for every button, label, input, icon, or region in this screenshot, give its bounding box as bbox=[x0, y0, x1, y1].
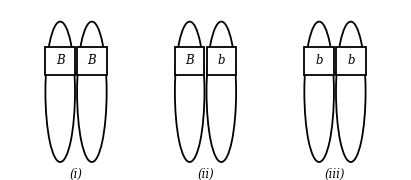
Text: B: B bbox=[88, 54, 96, 68]
Bar bbox=[336, 47, 365, 75]
Bar bbox=[175, 47, 205, 75]
Ellipse shape bbox=[45, 22, 75, 162]
Bar bbox=[304, 47, 334, 75]
Bar bbox=[206, 47, 236, 75]
Text: b: b bbox=[347, 54, 355, 68]
Ellipse shape bbox=[206, 22, 236, 162]
Ellipse shape bbox=[336, 22, 365, 162]
Ellipse shape bbox=[77, 22, 107, 162]
Ellipse shape bbox=[304, 22, 334, 162]
Bar bbox=[45, 47, 75, 75]
Text: b: b bbox=[217, 54, 225, 68]
Text: (ii): (ii) bbox=[197, 168, 214, 180]
Text: (iii): (iii) bbox=[325, 168, 345, 180]
Text: B: B bbox=[185, 54, 194, 68]
Text: b: b bbox=[315, 54, 323, 68]
Ellipse shape bbox=[175, 22, 205, 162]
Text: B: B bbox=[56, 54, 65, 68]
Text: (i): (i) bbox=[69, 168, 83, 180]
Bar bbox=[77, 47, 107, 75]
